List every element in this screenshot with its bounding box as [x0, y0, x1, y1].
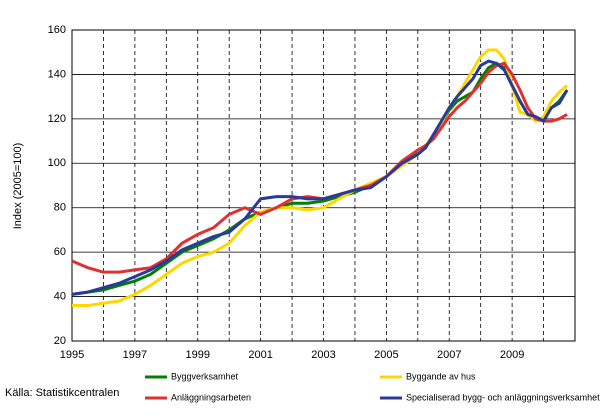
- y-axis-label: Index (2005=100): [12, 143, 24, 230]
- y-tick-label: 100: [48, 157, 66, 169]
- y-tick-label: 140: [48, 68, 66, 80]
- legend-label: Byggande av hus: [406, 371, 476, 381]
- y-tick-label: 40: [54, 290, 66, 302]
- y-tick-label: 80: [54, 202, 66, 214]
- x-tick-label: 1997: [123, 349, 147, 361]
- y-tick-label: 120: [48, 113, 66, 125]
- series-line: [71, 59, 569, 296]
- legend-label: Specialiserad bygg- och anläggningsverks…: [406, 392, 600, 402]
- x-tick-label: 2007: [437, 349, 461, 361]
- legend-label: Anläggningsarbeten: [171, 392, 251, 402]
- x-tick-label: 1995: [60, 349, 84, 361]
- legend-label: Byggverksamhet: [171, 371, 239, 381]
- y-tick-label: 60: [54, 246, 66, 258]
- y-tick-label: 20: [54, 335, 66, 347]
- x-tick-label: 2003: [311, 349, 335, 361]
- x-tick-label: 2009: [500, 349, 524, 361]
- x-tick-label: 2001: [248, 349, 272, 361]
- x-tick-label: 2005: [374, 349, 398, 361]
- y-tick-label: 160: [48, 24, 66, 36]
- x-tick-label: 1999: [186, 349, 210, 361]
- source: Källa: Statistikcentralen: [5, 387, 119, 399]
